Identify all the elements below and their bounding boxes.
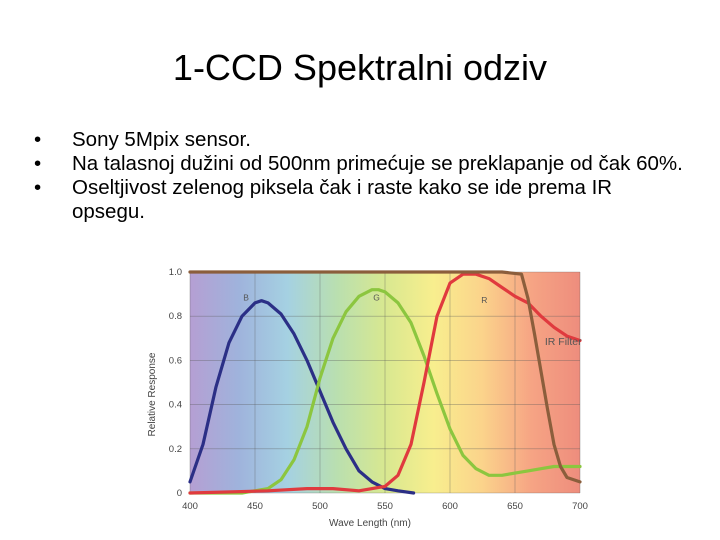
x-tick-label: 700 (572, 501, 588, 512)
y-tick-label: 0.8 (169, 311, 182, 322)
series-annotation: G (373, 293, 380, 303)
bullet-marker: • (34, 128, 42, 151)
series-annotation: B (243, 293, 249, 303)
bullet-marker: • (34, 152, 42, 175)
series-annotation: R (481, 295, 487, 305)
spectral-response-chart: 400 450 500 550 600 650 700 0 0.2 0.4 0.6 0.8 1.0 Wav… (147, 267, 588, 529)
x-tick-label: 600 (442, 501, 458, 512)
x-tick-label: 550 (377, 501, 393, 512)
y-tick-label: 1.0 (169, 267, 182, 278)
series-line-b (188, 299, 416, 495)
slide-title: 1-CCD Spektralni odziv (172, 47, 548, 88)
bullet-text: Oseltjivost zelenog piksela čak i raste … (72, 176, 613, 223)
bullet-marker: • (34, 176, 42, 199)
y-tick-label: 0 (177, 488, 182, 499)
series-annotation: IR Filter (545, 336, 582, 348)
series-line-g (188, 288, 582, 495)
series-line-ir-filter (188, 270, 582, 484)
bullet-item: • Oseltjivost zelenog piksela čak i rast… (34, 176, 684, 224)
x-tick-label: 450 (247, 501, 263, 512)
bullet-text: Na talasnoj dužini od 500nm primećuje se… (72, 152, 683, 175)
series-line-r (188, 272, 582, 495)
x-tick-label: 650 (507, 501, 523, 512)
x-tick-label: 400 (182, 501, 198, 512)
y-tick-label: 0.4 (169, 400, 182, 411)
bullet-item: • Sony 5Mpix sensor. (34, 128, 684, 152)
y-axis-label: Relative Response (147, 352, 158, 436)
bullet-list: • Sony 5Mpix sensor. • Na talasnoj dužin… (34, 128, 684, 224)
y-tick-label: 0.2 (169, 444, 182, 455)
x-tick-label: 500 (312, 501, 328, 512)
bullet-text: Sony 5Mpix sensor. (72, 128, 251, 151)
x-axis-label: Wave Length (nm) (329, 518, 411, 529)
y-tick-label: 0.6 (169, 355, 182, 366)
bullet-item: • Na talasnoj dužini od 500nm primećuje … (34, 152, 684, 176)
